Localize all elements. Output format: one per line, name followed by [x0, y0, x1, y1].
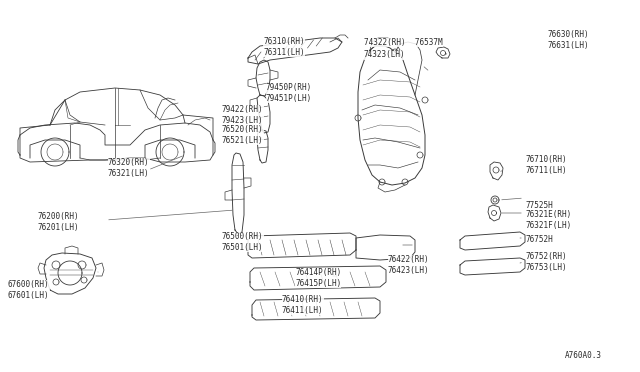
Text: 76710(RH)
76711(LH): 76710(RH) 76711(LH) — [526, 155, 568, 175]
Text: 76414P(RH)
76415P(LH): 76414P(RH) 76415P(LH) — [295, 268, 341, 288]
Text: 76752H: 76752H — [526, 235, 554, 244]
Text: 74323(LH): 74323(LH) — [364, 51, 406, 60]
Text: 79422(RH)
79423(LH): 79422(RH) 79423(LH) — [222, 105, 264, 125]
Text: 76410(RH)
76411(LH): 76410(RH) 76411(LH) — [282, 295, 324, 315]
Text: 76500(RH)
76501(LH): 76500(RH) 76501(LH) — [222, 232, 264, 252]
Text: 76752(RH)
76753(LH): 76752(RH) 76753(LH) — [526, 252, 568, 272]
Text: 77525H: 77525H — [526, 201, 554, 209]
Text: 76200(RH)
76201(LH): 76200(RH) 76201(LH) — [38, 212, 79, 232]
Text: 76520(RH)
76521(LH): 76520(RH) 76521(LH) — [222, 125, 264, 145]
Text: 76630(RH)
76631(LH): 76630(RH) 76631(LH) — [548, 30, 589, 50]
Text: 74322(RH)  76537M: 74322(RH) 76537M — [364, 38, 443, 46]
Text: 76321E(RH)
76321F(LH): 76321E(RH) 76321F(LH) — [526, 210, 572, 230]
Text: 67600(RH)
67601(LH): 67600(RH) 67601(LH) — [8, 280, 50, 300]
Text: 79450P(RH)
79451P(LH): 79450P(RH) 79451P(LH) — [266, 83, 312, 103]
Text: 76310(RH)
76311(LH): 76310(RH) 76311(LH) — [263, 37, 305, 57]
Text: 76422(RH)
76423(LH): 76422(RH) 76423(LH) — [388, 255, 429, 275]
Text: A760A0.3: A760A0.3 — [565, 350, 602, 359]
Text: 76320(RH)
76321(LH): 76320(RH) 76321(LH) — [108, 158, 150, 178]
